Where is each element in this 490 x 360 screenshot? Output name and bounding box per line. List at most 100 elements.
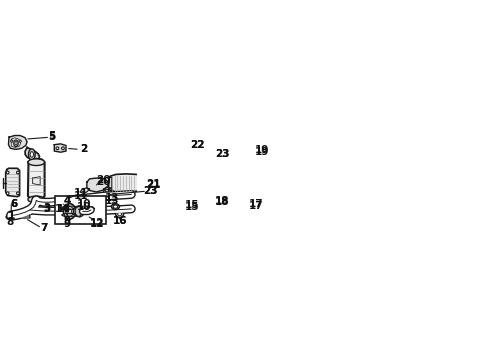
Polygon shape <box>172 194 178 200</box>
Text: 20: 20 <box>96 175 110 185</box>
Polygon shape <box>108 177 112 188</box>
Text: 4: 4 <box>64 196 71 206</box>
Ellipse shape <box>214 196 218 201</box>
Ellipse shape <box>172 193 174 196</box>
Bar <box>55 196 106 224</box>
Ellipse shape <box>210 150 217 157</box>
Polygon shape <box>209 169 211 191</box>
Polygon shape <box>65 209 70 215</box>
Ellipse shape <box>116 211 123 217</box>
Text: 11: 11 <box>74 190 89 201</box>
Polygon shape <box>87 178 108 192</box>
Text: 10: 10 <box>77 202 91 212</box>
Ellipse shape <box>172 154 174 157</box>
Ellipse shape <box>17 192 19 195</box>
Polygon shape <box>144 188 149 193</box>
Text: 18: 18 <box>214 196 229 206</box>
Ellipse shape <box>19 140 21 142</box>
Text: 7: 7 <box>40 223 48 233</box>
Text: 23: 23 <box>215 149 230 159</box>
Text: 7: 7 <box>40 223 48 233</box>
Ellipse shape <box>30 152 33 157</box>
Ellipse shape <box>183 148 186 150</box>
Polygon shape <box>33 177 40 185</box>
Ellipse shape <box>15 141 17 145</box>
Ellipse shape <box>28 149 35 160</box>
Text: 6: 6 <box>10 199 18 210</box>
Text: 15: 15 <box>185 200 199 210</box>
Polygon shape <box>103 189 109 195</box>
Ellipse shape <box>112 204 120 210</box>
Polygon shape <box>177 168 181 191</box>
Polygon shape <box>58 204 65 210</box>
Text: 23: 23 <box>144 185 158 195</box>
Ellipse shape <box>28 159 45 166</box>
Ellipse shape <box>172 155 174 157</box>
Text: 11: 11 <box>74 188 89 198</box>
Polygon shape <box>86 207 95 211</box>
Text: 2: 2 <box>80 144 87 154</box>
Text: 23: 23 <box>144 186 158 196</box>
Ellipse shape <box>105 194 106 195</box>
Ellipse shape <box>215 197 217 199</box>
Text: 5: 5 <box>49 132 56 142</box>
Polygon shape <box>74 206 83 217</box>
Text: 20: 20 <box>96 177 110 186</box>
Polygon shape <box>148 135 187 152</box>
Ellipse shape <box>64 204 76 219</box>
Text: 23: 23 <box>215 149 230 159</box>
Ellipse shape <box>151 140 153 143</box>
Polygon shape <box>209 193 215 199</box>
Text: 4: 4 <box>63 196 71 206</box>
Ellipse shape <box>6 192 9 195</box>
Ellipse shape <box>118 212 122 216</box>
Text: 18: 18 <box>214 197 229 207</box>
Ellipse shape <box>172 194 174 195</box>
Text: 13: 13 <box>104 196 119 206</box>
Text: 3: 3 <box>44 204 51 213</box>
Text: 1: 1 <box>8 211 15 221</box>
Ellipse shape <box>65 199 68 202</box>
Polygon shape <box>8 135 27 149</box>
Polygon shape <box>73 206 78 212</box>
Text: 22: 22 <box>190 140 205 150</box>
Ellipse shape <box>35 201 39 205</box>
Polygon shape <box>103 187 113 193</box>
Text: 21: 21 <box>146 179 160 189</box>
Ellipse shape <box>68 209 72 214</box>
Text: 16: 16 <box>112 216 127 226</box>
Polygon shape <box>6 168 20 197</box>
Ellipse shape <box>75 206 82 216</box>
Ellipse shape <box>56 147 59 150</box>
Ellipse shape <box>89 207 92 211</box>
Ellipse shape <box>14 140 18 147</box>
Text: 5: 5 <box>49 131 56 141</box>
Ellipse shape <box>11 140 13 142</box>
Text: 21: 21 <box>146 180 160 190</box>
Text: 6: 6 <box>10 199 18 210</box>
Polygon shape <box>177 165 210 198</box>
Ellipse shape <box>28 196 45 203</box>
Text: 14: 14 <box>57 204 72 213</box>
Polygon shape <box>108 174 145 192</box>
Text: 13: 13 <box>104 193 119 203</box>
Text: 15: 15 <box>185 202 199 212</box>
Text: 17: 17 <box>249 199 264 209</box>
Text: 3: 3 <box>44 203 51 213</box>
Text: 22: 22 <box>190 140 205 150</box>
Polygon shape <box>54 144 66 152</box>
Ellipse shape <box>151 148 153 150</box>
Ellipse shape <box>211 152 216 156</box>
Ellipse shape <box>6 171 9 174</box>
Text: 12: 12 <box>90 218 105 228</box>
Ellipse shape <box>36 202 38 204</box>
Text: 9: 9 <box>63 219 71 229</box>
Ellipse shape <box>17 171 19 174</box>
Text: 16: 16 <box>112 216 127 226</box>
Polygon shape <box>20 211 30 218</box>
Text: 19: 19 <box>255 147 269 157</box>
Text: 8: 8 <box>7 217 14 228</box>
Polygon shape <box>144 178 147 188</box>
Ellipse shape <box>63 198 69 203</box>
Polygon shape <box>28 159 45 201</box>
